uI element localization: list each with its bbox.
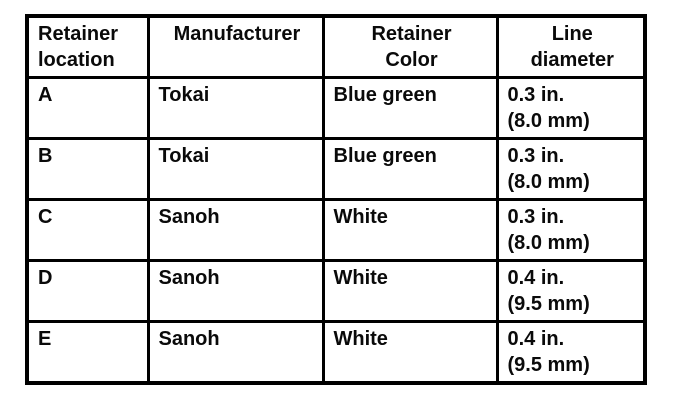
table-row: B Tokai Blue green 0.3 in. (8.0 mm) [25,137,647,201]
cell-diameter: 0.3 in. (8.0 mm) [495,198,647,262]
cell-diameter-line: 0.4 in. [507,328,565,350]
retainer-table: Retainer location Manufacturer Retainer … [25,14,647,385]
cell-location: B [25,137,150,201]
cell-diameter-line: 0.3 in. [507,206,565,228]
header-retainer-color: Retainer Color [321,14,499,79]
table-row: D Sanoh White 0.4 in. (9.5 mm) [25,259,647,323]
header-line: diameter [530,49,614,71]
cell-diameter: 0.3 in. (8.0 mm) [495,76,647,140]
header-line: Line [551,23,593,45]
header-row: Retainer location Manufacturer Retainer … [25,14,647,79]
cell-diameter-line: (8.0 mm) [507,110,590,132]
cell-diameter: 0.4 in. (9.5 mm) [495,259,647,323]
table-row: C Sanoh White 0.3 in. (8.0 mm) [25,198,647,262]
cell-manufacturer: Sanoh [146,320,325,385]
header-line: Manufacturer [173,23,301,45]
header-line: Color [385,49,438,71]
cell-location: E [25,320,150,385]
cell-location: A [25,76,150,140]
cell-location: D [25,259,150,323]
header-line: Retainer [38,23,119,45]
header-line: location [38,49,115,71]
cell-diameter-line: (9.5 mm) [507,293,590,315]
cell-diameter-line: 0.3 in. [507,84,565,106]
cell-manufacturer: Tokai [146,76,325,140]
cell-manufacturer: Sanoh [146,198,325,262]
header-manufacturer: Manufacturer [146,14,325,79]
cell-manufacturer: Tokai [146,137,325,201]
cell-diameter-line: 0.3 in. [507,145,565,167]
header-retainer-location: Retainer location [25,14,150,79]
cell-color: Blue green [321,137,499,201]
cell-color: White [321,320,499,385]
cell-color: Blue green [321,76,499,140]
table-row: E Sanoh White 0.4 in. (9.5 mm) [25,320,647,385]
cell-diameter: 0.4 in. (9.5 mm) [495,320,647,385]
cell-manufacturer: Sanoh [146,259,325,323]
cell-color: White [321,198,499,262]
cell-diameter-line: 0.4 in. [507,267,565,289]
cell-diameter-line: (8.0 mm) [507,232,590,254]
cell-diameter-line: (8.0 mm) [507,171,590,193]
cell-diameter: 0.3 in. (8.0 mm) [495,137,647,201]
table-row: A Tokai Blue green 0.3 in. (8.0 mm) [25,76,647,140]
cell-location: C [25,198,150,262]
cell-color: White [321,259,499,323]
header-line: Retainer [371,23,452,45]
cell-diameter-line: (9.5 mm) [507,354,590,376]
header-line-diameter: Line diameter [495,14,647,79]
